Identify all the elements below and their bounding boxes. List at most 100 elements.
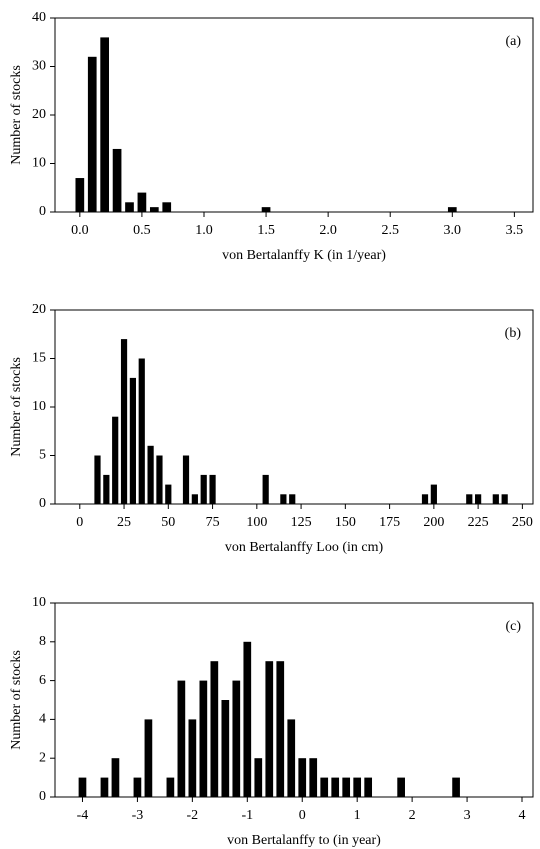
bar [75,178,85,212]
bar [112,148,122,212]
x-tick-label: 2 [409,808,416,823]
x-tick-label: 250 [512,515,533,530]
bar [149,207,159,212]
bar [287,719,296,797]
x-tick-label: 0 [299,808,306,823]
bar [162,202,172,212]
y-axis-label: Number of stocks [9,650,24,750]
bar [177,680,186,797]
x-tick-label: 0.0 [71,223,89,238]
x-tick-label: 1 [354,808,361,823]
y-tick-label: 6 [39,673,46,688]
bar [87,56,97,212]
y-tick-label: 20 [32,107,46,122]
bar [309,758,318,797]
bar [280,494,287,504]
y-tick-label: 30 [32,59,46,74]
panel-label: (b) [505,326,522,341]
y-axis-label: Number of stocks [9,65,24,165]
bar [254,758,263,797]
bar [364,777,373,797]
bar [298,758,307,797]
bar [100,777,109,797]
x-tick-label: 25 [117,515,131,530]
x-tick-label: 4 [519,808,526,823]
bar [331,777,340,797]
x-tick-label: -1 [241,808,253,823]
bar [421,494,429,504]
bar [188,719,197,797]
bar [209,474,216,504]
bar [100,37,110,213]
bar [120,339,128,504]
panel-label: (a) [505,34,521,49]
bar [103,474,110,504]
y-tick-label: 15 [32,351,46,366]
bar [243,641,252,797]
bar [199,680,208,797]
bar [262,474,269,504]
bar [166,777,175,797]
bar [147,445,154,504]
y-tick-label: 10 [32,595,46,610]
y-tick-label: 8 [39,634,46,649]
y-tick-label: 0 [39,204,46,219]
bar [94,455,101,504]
bar [492,494,499,504]
bar [138,358,145,504]
panel-label: (c) [505,619,521,634]
bar [156,455,163,504]
x-tick-label: 200 [423,515,444,530]
bar [133,777,142,797]
bar [125,202,134,212]
x-tick-label: 1.5 [257,223,275,238]
x-tick-label: -4 [77,808,89,823]
x-axis-label: von Bertalanffy to (in year) [227,833,381,848]
x-tick-label: 2.0 [319,223,337,238]
x-tick-label: 3.5 [506,223,524,238]
bar [452,777,460,797]
bar [265,661,274,797]
x-tick-label: -2 [187,808,199,823]
x-tick-label: 225 [468,515,489,530]
bar [342,777,351,797]
plot-frame [54,17,534,213]
bar [261,207,271,212]
y-axis-label: Number of stocks [9,357,24,457]
x-tick-label: 150 [335,515,356,530]
bar [144,719,153,797]
y-tick-label: 4 [39,712,46,727]
bar [232,680,241,797]
bar [221,700,230,797]
bar [475,494,482,504]
y-tick-label: 40 [32,10,46,25]
bar [129,377,136,504]
bar [320,777,329,797]
bar [289,494,296,504]
x-tick-label: 2.5 [381,223,399,238]
bar [447,207,457,212]
bar [397,777,405,797]
y-tick-label: 0 [39,496,46,511]
bar [137,192,147,212]
x-tick-label: 125 [291,515,312,530]
x-axis-label: von Bertalanffy Loo (in cm) [225,540,384,555]
bar [210,661,219,797]
x-tick-label: 100 [246,515,267,530]
x-tick-label: 0.5 [133,223,151,238]
x-tick-label: 0 [76,515,83,530]
bar [111,758,120,797]
bar [353,777,362,797]
x-tick-label: 50 [161,515,175,530]
bar [466,494,473,504]
bar [165,484,172,504]
y-tick-label: 0 [39,789,46,804]
x-tick-label: -3 [132,808,144,823]
y-tick-label: 2 [39,750,46,765]
bar [501,494,508,504]
x-tick-label: 1.0 [195,223,213,238]
y-tick-label: 20 [32,302,46,317]
x-axis-label: von Bertalanffy K (in 1/year) [222,248,386,263]
